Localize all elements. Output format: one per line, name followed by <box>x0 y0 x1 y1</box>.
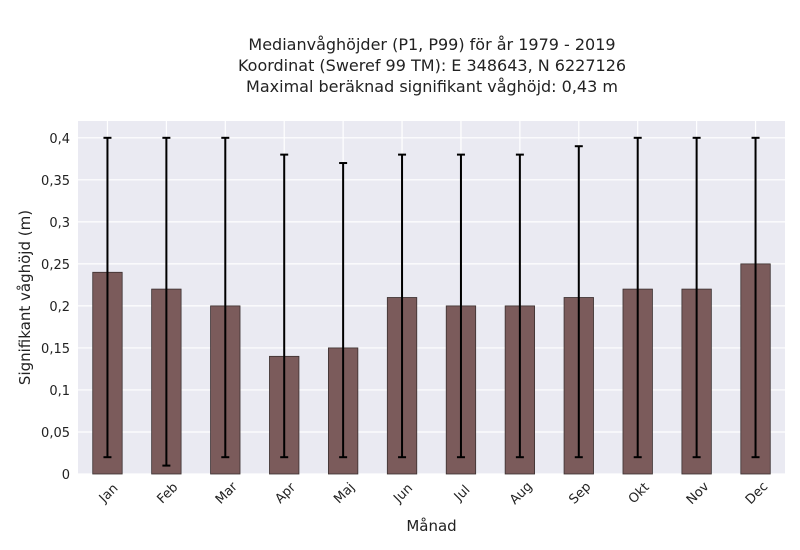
x-tick-label-sep: Sep <box>566 480 594 508</box>
y-tick-label: 0,05 <box>41 426 70 441</box>
error-bar-nov <box>692 136 701 459</box>
x-tick-label-aug: Aug <box>507 479 536 508</box>
x-tick-label-mar: Mar <box>213 479 241 507</box>
x-tick-label-jan: Jan <box>96 481 121 506</box>
error-bar-jan <box>103 136 112 459</box>
y-tick-label: 0 <box>62 468 70 483</box>
x-tick-label-jul: Jul <box>451 483 473 505</box>
error-bar-aug <box>515 153 524 459</box>
error-bar-feb <box>162 136 171 467</box>
y-tick-label: 0,25 <box>41 258 70 273</box>
title-line-1: Medianvåghöjder (P1, P99) för år 1979 - … <box>248 35 616 54</box>
y-ticks: 0 0,05 0,1 0,15 0,2 0,25 0,3 0,35 0,4 <box>41 132 70 483</box>
error-bar-maj <box>339 162 348 459</box>
error-bars <box>103 136 760 467</box>
title-line-2: Koordinat (Sweref 99 TM): E 348643, N 62… <box>237 56 627 75</box>
x-tick-label-jun: Jun <box>390 481 416 507</box>
error-bar-sep <box>574 145 583 459</box>
title-line-3: Maximal beräknad signifikant våghöjd: 0,… <box>246 77 618 96</box>
y-tick-label: 0,35 <box>41 174 70 189</box>
error-bar-dec <box>751 136 760 459</box>
chart-title: Medianvåghöjder (P1, P99) för år 1979 - … <box>0 34 800 97</box>
error-bar-mar <box>221 136 230 459</box>
error-bar-jun <box>398 153 407 459</box>
plot-area <box>78 121 785 474</box>
x-axis-label: Månad <box>406 517 456 535</box>
error-bar-jul <box>456 153 465 459</box>
y-tick-label: 0,2 <box>49 300 70 315</box>
x-ticks: Jan Feb Mar Apr Maj Jun Jul Aug Sep Okt Nov Dec <box>96 479 771 508</box>
x-tick-label-dec: Dec <box>743 479 771 507</box>
x-tick-label-nov: Nov <box>684 479 713 508</box>
x-tick-label-okt: Okt <box>626 480 653 507</box>
error-bar-okt <box>633 136 642 459</box>
error-bar-apr <box>280 153 289 459</box>
x-tick-label-apr: Apr <box>272 480 299 507</box>
y-tick-label: 0,1 <box>49 384 70 399</box>
y-tick-label: 0,3 <box>49 216 70 231</box>
x-tick-label-maj: Maj <box>331 480 358 507</box>
y-axis-label: Signifikant våghöjd (m) <box>16 210 34 385</box>
y-tick-label: 0,15 <box>41 342 70 357</box>
y-tick-label: 0,4 <box>49 132 70 147</box>
x-tick-label-feb: Feb <box>154 480 181 507</box>
